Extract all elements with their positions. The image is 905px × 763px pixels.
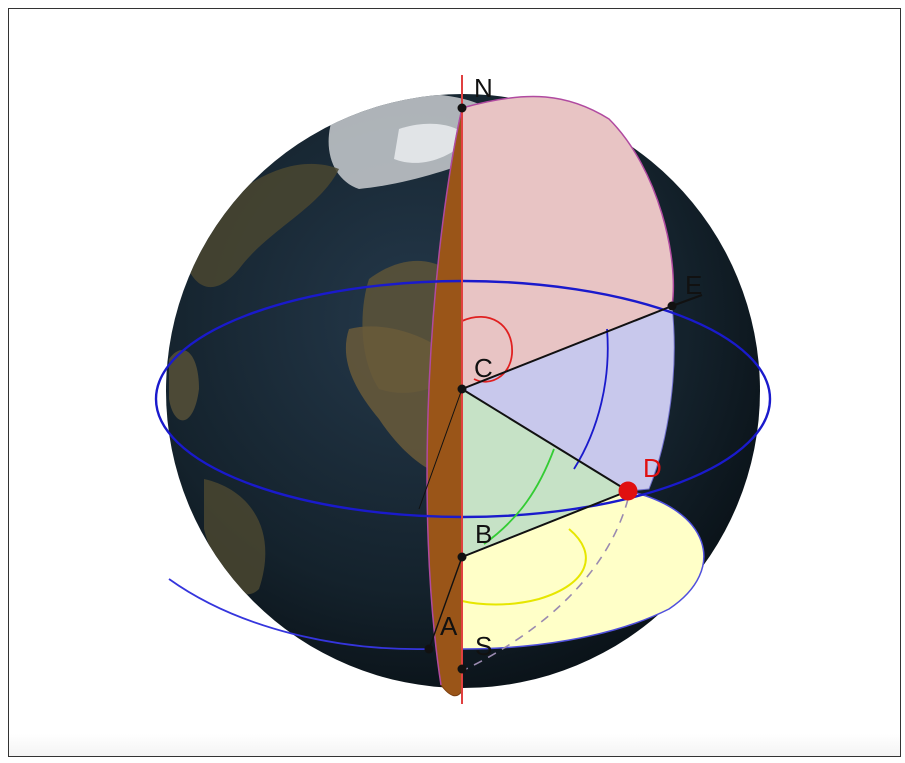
meridian-plane-face: [461, 95, 675, 391]
label-c: C: [474, 353, 493, 383]
line-c-d: [461, 388, 629, 492]
meridian-outline: [426, 107, 463, 686]
point-e-marker: [667, 301, 677, 311]
equatorial-angle-arc: [573, 328, 609, 470]
point-n-marker: [457, 103, 467, 113]
polar-angle-arc: [461, 316, 513, 383]
north-america-land: [184, 163, 339, 288]
label-b: B: [475, 519, 492, 549]
line-e-extension: [671, 294, 703, 307]
point-s-marker: [457, 664, 467, 674]
dashed-meridian-d-s: [461, 498, 629, 672]
greenland-ice: [394, 123, 469, 163]
point-d-marker: [618, 481, 638, 501]
point-c-marker: [457, 384, 467, 394]
point-a-marker: [424, 644, 434, 654]
label-e: E: [685, 270, 702, 300]
label-s: S: [475, 631, 492, 661]
line-b-d: [461, 490, 629, 558]
bottom-fade: [9, 734, 900, 756]
line-b-a: [428, 556, 463, 650]
caribbean-land: [169, 350, 199, 421]
label-d: D: [643, 453, 662, 483]
latitude-angle-arc: [483, 448, 555, 545]
line-c-e: [461, 305, 673, 390]
equatorial-plane-sector: [460, 305, 675, 492]
lower-parallel-front: [168, 578, 430, 651]
earth-coordinate-diagram: N C E D B A S: [154, 73, 772, 704]
parallel-angle-arc: [461, 528, 587, 606]
line-c-equator: [418, 388, 463, 510]
label-n: N: [474, 73, 493, 103]
label-a: A: [440, 611, 458, 641]
figure-frame: N C E D B A S: [8, 8, 901, 757]
point-b-marker: [457, 552, 467, 562]
